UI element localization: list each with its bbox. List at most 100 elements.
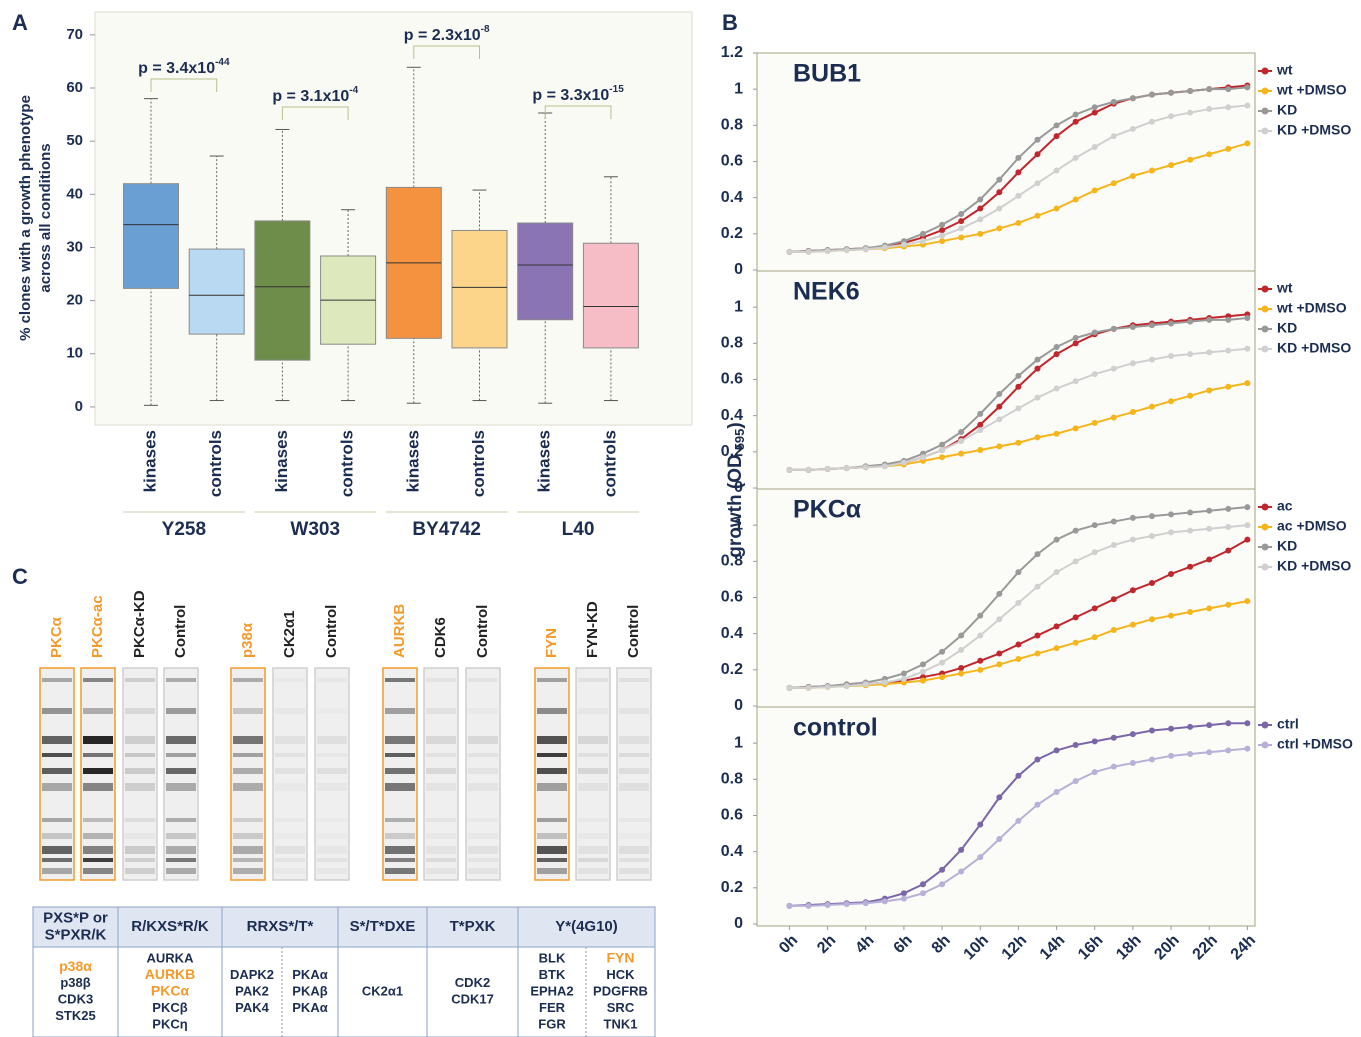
p-bracket bbox=[150, 78, 218, 92]
group-label: L40 bbox=[562, 519, 595, 540]
y-tick-label: 0.6 bbox=[721, 807, 743, 824]
y-tick-label: 0 bbox=[734, 479, 743, 496]
point bbox=[1091, 419, 1098, 426]
point bbox=[1053, 122, 1060, 129]
point bbox=[900, 890, 907, 897]
blot-band bbox=[233, 833, 263, 839]
blot-band bbox=[125, 768, 155, 774]
blot-lane bbox=[575, 667, 611, 881]
legend-label: KD +DMSO bbox=[1277, 340, 1351, 356]
point bbox=[900, 895, 907, 902]
blot-band bbox=[275, 783, 305, 791]
legend-marker bbox=[1261, 107, 1269, 115]
point bbox=[1187, 751, 1194, 758]
point bbox=[1244, 345, 1251, 352]
table-cell: PKCη bbox=[152, 1016, 187, 1031]
blot-band bbox=[166, 846, 196, 854]
legend-label: KD +DMSO bbox=[1277, 558, 1351, 574]
point bbox=[1015, 569, 1022, 576]
blot-band bbox=[317, 678, 347, 682]
point bbox=[958, 665, 965, 672]
blot-band bbox=[317, 858, 347, 862]
table-cell: PKCα bbox=[151, 983, 190, 999]
blot-band bbox=[426, 753, 456, 757]
blot-band bbox=[125, 818, 155, 822]
point bbox=[1206, 556, 1213, 563]
y-tick-label: 20 bbox=[66, 292, 83, 309]
p-bracket bbox=[281, 106, 349, 120]
legend-label: wt +DMSO bbox=[1276, 300, 1347, 316]
label-main: growth (OD bbox=[725, 454, 746, 557]
y-tick-label: 60 bbox=[66, 79, 83, 96]
legend-marker bbox=[1261, 721, 1269, 729]
blot-band bbox=[537, 736, 567, 744]
y-tick-label: 0 bbox=[734, 261, 743, 278]
point bbox=[1148, 580, 1155, 587]
point bbox=[1148, 513, 1155, 520]
y-tick-label: 0.4 bbox=[721, 843, 743, 860]
blot-band bbox=[426, 736, 456, 744]
blot-band bbox=[537, 678, 567, 682]
blot-band bbox=[385, 736, 415, 744]
blot-band bbox=[385, 868, 415, 874]
blot-band bbox=[166, 768, 196, 774]
table-cell: FYN bbox=[607, 950, 635, 966]
table-cell: AURKB bbox=[145, 966, 196, 982]
point bbox=[1225, 523, 1232, 530]
blot-band bbox=[125, 783, 155, 791]
point bbox=[1187, 608, 1194, 615]
point bbox=[977, 421, 984, 428]
point bbox=[1015, 599, 1022, 606]
legend-marker bbox=[1261, 67, 1269, 75]
blot-band bbox=[317, 708, 347, 714]
point bbox=[843, 247, 850, 254]
point bbox=[1072, 527, 1079, 534]
blot-band bbox=[166, 736, 196, 744]
blot-band bbox=[468, 768, 498, 774]
table-cell: BLK bbox=[539, 950, 566, 965]
blot-band bbox=[42, 736, 72, 744]
point bbox=[1072, 558, 1079, 565]
table-cell: p38β bbox=[60, 975, 90, 990]
y-tick-label: 0.6 bbox=[721, 153, 743, 170]
blot-band bbox=[537, 708, 567, 714]
point bbox=[1129, 514, 1136, 521]
blot-band bbox=[125, 846, 155, 854]
p-value: p = 3.1x10-4 bbox=[272, 85, 358, 106]
point bbox=[1034, 583, 1041, 590]
blot-band bbox=[275, 768, 305, 774]
table-cell: CDK17 bbox=[451, 992, 494, 1007]
blot-lane bbox=[314, 667, 350, 881]
legend-marker bbox=[1261, 523, 1269, 531]
point bbox=[1244, 536, 1251, 543]
legend-marker bbox=[1261, 503, 1269, 511]
blot-band bbox=[468, 858, 498, 862]
table-cell: FER bbox=[539, 1000, 566, 1015]
lane-label: p38α bbox=[239, 622, 256, 658]
blot-band bbox=[275, 708, 305, 714]
blot-band bbox=[578, 736, 608, 744]
point bbox=[1187, 87, 1194, 94]
blot-band bbox=[619, 858, 649, 862]
point bbox=[920, 668, 926, 675]
point bbox=[939, 454, 946, 461]
blot-band bbox=[233, 818, 263, 822]
point bbox=[1034, 356, 1041, 363]
point bbox=[900, 670, 907, 677]
blot-band bbox=[83, 708, 113, 714]
blot-band bbox=[426, 678, 456, 682]
point bbox=[939, 232, 946, 239]
p-value-exponent: -4 bbox=[349, 85, 358, 96]
point bbox=[1187, 563, 1194, 570]
p-value: p = 2.3x10-8 bbox=[404, 24, 490, 45]
legend-marker bbox=[1261, 285, 1269, 293]
blot-lane bbox=[465, 667, 501, 881]
point bbox=[1072, 196, 1079, 203]
point bbox=[1053, 536, 1060, 543]
chart-title: BUB1 bbox=[793, 60, 861, 88]
blot-band bbox=[83, 768, 113, 774]
point bbox=[939, 659, 946, 666]
table-header: R/KXS*R/K bbox=[131, 918, 209, 935]
blot-band bbox=[426, 783, 456, 791]
blot-band bbox=[537, 783, 567, 791]
